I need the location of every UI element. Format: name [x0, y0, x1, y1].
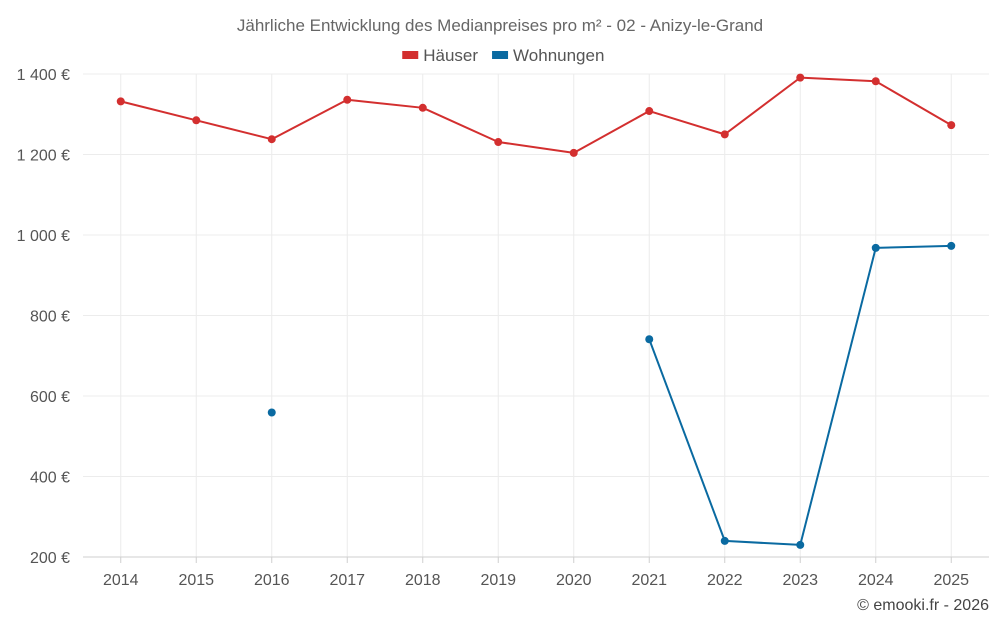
x-tick-label: 2025: [933, 572, 969, 589]
data-point[interactable]: [720, 130, 729, 139]
data-point[interactable]: [720, 536, 729, 545]
x-tick-label: 2018: [405, 572, 441, 589]
data-point[interactable]: [494, 138, 503, 147]
y-tick-label: 800 €: [30, 309, 70, 326]
data-point[interactable]: [192, 116, 201, 125]
data-point[interactable]: [569, 148, 578, 157]
x-tick-label: 2016: [254, 572, 290, 589]
x-tick-label: 2020: [556, 572, 592, 589]
legend-swatch: [402, 51, 419, 59]
data-point[interactable]: [645, 107, 654, 116]
legend-swatch: [492, 51, 509, 59]
data-point[interactable]: [947, 241, 956, 250]
y-tick-label: 1 400 €: [17, 67, 70, 84]
data-point[interactable]: [645, 335, 654, 344]
data-point[interactable]: [871, 77, 880, 86]
axes: 200 € 400 € 600 € 800 € 1 000 € 1 200 € 1 400 …: [17, 67, 989, 589]
legend-label: Häuser: [423, 46, 478, 65]
series-wohnungen: [267, 241, 956, 549]
data-point[interactable]: [343, 95, 352, 104]
legend-item-wohnungen[interactable]: Wohnungen: [492, 46, 604, 65]
series-häuser: [116, 73, 956, 157]
chart-title: Jährliche Entwicklung des Medianpreises …: [237, 16, 763, 35]
data-point[interactable]: [871, 243, 880, 252]
series-line-häuser: [120, 76, 952, 154]
y-tick-label: 400 €: [30, 470, 70, 487]
credit-text: © emooki.fr - 2026: [857, 597, 989, 614]
x-tick-label: 2023: [782, 572, 818, 589]
data-point[interactable]: [796, 73, 805, 82]
x-tick-label: 2024: [858, 572, 894, 589]
x-tick-label: 2015: [178, 572, 214, 589]
series: [116, 73, 956, 549]
legend[interactable]: Häuser Wohnungen: [402, 46, 604, 65]
data-point[interactable]: [116, 97, 125, 106]
y-tick-label: 200 €: [30, 550, 70, 567]
grid: [83, 73, 989, 557]
data-point[interactable]: [267, 135, 276, 144]
data-point[interactable]: [947, 121, 956, 130]
legend-label: Wohnungen: [513, 46, 604, 65]
y-tick-label: 600 €: [30, 389, 70, 406]
data-point[interactable]: [418, 103, 427, 112]
x-tick-label: 2022: [707, 572, 743, 589]
x-tick-label: 2019: [480, 572, 516, 589]
x-tick-label: 2017: [329, 572, 365, 589]
data-point[interactable]: [267, 408, 276, 417]
y-tick-label: 1 200 €: [17, 148, 70, 165]
legend-item-häuser[interactable]: Häuser: [402, 46, 478, 65]
x-tick-label: 2014: [103, 572, 139, 589]
x-tick-label: 2021: [631, 572, 667, 589]
y-tick-label: 1 000 €: [17, 228, 70, 245]
data-point[interactable]: [796, 540, 805, 549]
